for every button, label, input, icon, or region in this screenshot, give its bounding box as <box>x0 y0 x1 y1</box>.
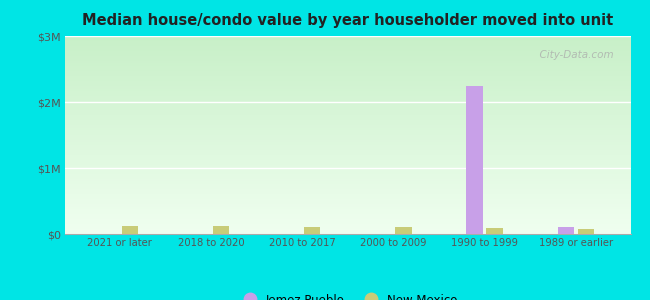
Bar <box>304 227 320 234</box>
Bar <box>395 227 411 234</box>
Bar <box>213 226 229 234</box>
Bar <box>578 229 594 234</box>
Bar <box>466 85 483 234</box>
Legend: Jemez Pueblo, New Mexico: Jemez Pueblo, New Mexico <box>233 289 463 300</box>
Bar <box>486 228 503 234</box>
Text: City-Data.com: City-Data.com <box>533 50 614 60</box>
Bar <box>122 226 138 234</box>
Bar <box>558 227 574 234</box>
Title: Median house/condo value by year householder moved into unit: Median house/condo value by year househo… <box>82 13 614 28</box>
